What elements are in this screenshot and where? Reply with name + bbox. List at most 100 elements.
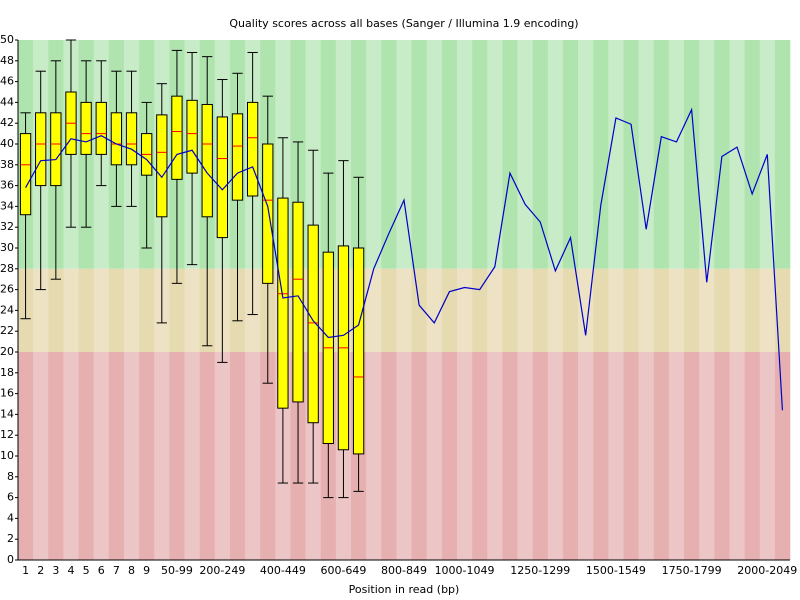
- y-tick-label: 24: [0, 303, 14, 316]
- quality-zone: [547, 40, 564, 269]
- quality-zone: [381, 352, 397, 560]
- quality-zone: [699, 352, 715, 560]
- x-tick-label: 1750-1799: [662, 564, 722, 577]
- x-tick-label: 600-649: [320, 564, 366, 577]
- quality-zone: [578, 268, 594, 352]
- quality-zone: [48, 352, 64, 560]
- quality-zone: [744, 352, 761, 560]
- quality-zone: [411, 268, 428, 352]
- quality-zone: [623, 40, 639, 269]
- y-tick-label: 12: [0, 428, 14, 441]
- quality-zone: [744, 40, 761, 269]
- quality-zone: [593, 40, 609, 269]
- quality-zone: [502, 268, 518, 352]
- quality-zone: [532, 40, 549, 269]
- quality-zone: [684, 268, 700, 352]
- quality-zone: [260, 352, 276, 560]
- quality-zone: [411, 40, 428, 269]
- x-tick-label: 4: [67, 564, 74, 577]
- box: [19, 133, 32, 216]
- y-tick-label: 28: [0, 262, 14, 275]
- box: [246, 101, 259, 197]
- quality-zone: [774, 268, 791, 352]
- quality-zone: [562, 40, 579, 269]
- y-tick-label: 4: [7, 511, 14, 524]
- y-tick-label: 38: [0, 158, 14, 171]
- quality-zone: [562, 352, 579, 560]
- quality-zone: [668, 352, 685, 560]
- x-tick-label: 7: [113, 564, 120, 577]
- quality-zone: [169, 352, 185, 560]
- quality-zone: [729, 352, 745, 560]
- x-tick-label: 2: [37, 564, 44, 577]
- quality-zone: [123, 352, 140, 560]
- box: [95, 101, 107, 155]
- box: [50, 112, 62, 187]
- y-tick-label: 44: [0, 95, 14, 108]
- quality-zone: [441, 268, 458, 352]
- quality-zone: [668, 40, 685, 269]
- quality-zone: [668, 268, 685, 352]
- quality-zone: [139, 352, 155, 560]
- y-tick-label: 36: [0, 179, 14, 192]
- x-tick-label: 1500-1549: [586, 564, 646, 577]
- box: [80, 101, 92, 155]
- box: [35, 112, 47, 187]
- quality-zone: [593, 268, 609, 352]
- x-tick-label: 3: [52, 564, 59, 577]
- quality-zone: [684, 40, 700, 269]
- quality-zone: [653, 352, 670, 560]
- quality-zone: [502, 352, 518, 560]
- quality-zone: [487, 352, 503, 560]
- quality-zone: [502, 40, 518, 269]
- quality-zone: [547, 352, 564, 560]
- quality-zone: [48, 268, 64, 352]
- quality-zone: [93, 268, 110, 352]
- y-tick-label: 6: [7, 491, 14, 504]
- quality-zone: [623, 352, 639, 560]
- x-tick-label: 2000-2049: [737, 564, 797, 577]
- quality-zone: [714, 268, 730, 352]
- quality-zone: [653, 40, 670, 269]
- quality-zone: [729, 40, 745, 269]
- quality-zone: [517, 352, 533, 560]
- quality-zone: [532, 268, 549, 352]
- quality-zone: [684, 352, 700, 560]
- x-tick-label: 50-99: [161, 564, 193, 577]
- quality-zone: [744, 268, 761, 352]
- quality-zone: [411, 352, 428, 560]
- quality-zone: [487, 40, 503, 269]
- quality-zone: [653, 268, 670, 352]
- x-tick-label: 9: [143, 564, 150, 577]
- x-tick-label: 1250-1299: [510, 564, 570, 577]
- box: [216, 116, 228, 239]
- y-tick-label: 26: [0, 283, 14, 296]
- y-tick-label: 22: [0, 324, 14, 337]
- quality-zone: [578, 40, 594, 269]
- quality-zone: [108, 268, 125, 352]
- quality-zone: [532, 352, 549, 560]
- quality-zone: [381, 40, 397, 269]
- quality-zone: [396, 268, 412, 352]
- quality-zone: [33, 352, 49, 560]
- x-tick-label: 800-849: [381, 564, 427, 577]
- x-tick-label: 8: [128, 564, 135, 577]
- quality-zone: [320, 40, 337, 269]
- quality-zone: [562, 268, 579, 352]
- box: [307, 224, 319, 424]
- quality-zone: [18, 352, 34, 560]
- quality-zone: [108, 352, 125, 560]
- box: [156, 114, 168, 218]
- y-tick-label: 32: [0, 220, 14, 233]
- quality-zone: [184, 352, 200, 560]
- quality-zone: [472, 352, 488, 560]
- quality-zone: [199, 352, 216, 560]
- y-tick-label: 48: [0, 54, 14, 67]
- box: [231, 113, 244, 201]
- quality-zone: [366, 352, 382, 560]
- quality-zone: [517, 268, 533, 352]
- quality-zone: [245, 352, 261, 560]
- box: [186, 99, 198, 174]
- quality-zone: [335, 40, 352, 269]
